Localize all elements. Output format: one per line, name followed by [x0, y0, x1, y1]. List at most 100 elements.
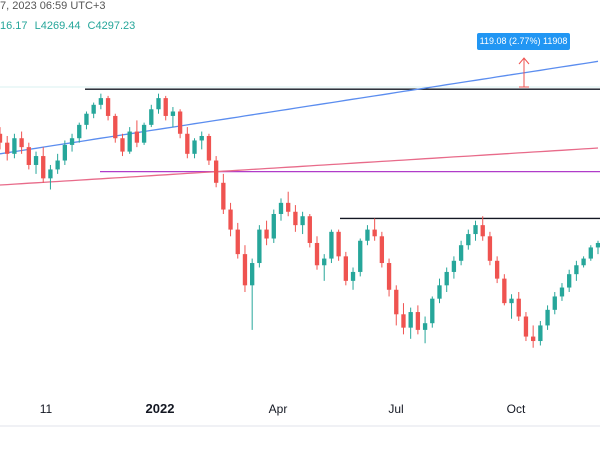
candle-body [41, 156, 46, 179]
candle-body [235, 229, 240, 255]
candle-body [5, 142, 10, 154]
candle-body [502, 278, 507, 304]
candle-body [408, 312, 413, 328]
candle-body [163, 98, 168, 116]
candle-body [77, 124, 82, 139]
candle-body [372, 229, 377, 237]
chart-header: 7, 2023 06:59 UTC+3 [0, 0, 106, 12]
x-tick-label: 11 [40, 402, 53, 416]
candle-body [156, 98, 161, 110]
candle-body [199, 136, 204, 141]
candle-body [509, 298, 514, 304]
candle-body [120, 138, 125, 152]
candle-body [322, 258, 327, 266]
candle-body [113, 115, 118, 139]
candle-body [242, 254, 248, 286]
candle-body [523, 316, 529, 337]
candle-body [26, 147, 31, 165]
candle-body [55, 160, 60, 170]
x-tick-label: 2022 [146, 401, 175, 416]
candle-body [84, 113, 89, 125]
candle-body [358, 240, 363, 272]
candle-body [545, 309, 550, 326]
ohlc-close: C4297.23 [87, 20, 136, 32]
ohlc-low: L4269.44 [34, 20, 81, 32]
candle-body [170, 111, 176, 116]
candle-body [567, 274, 572, 288]
x-axis-ticks: 11 2022 Apr Jul Oct [40, 401, 526, 416]
candle-body [430, 298, 435, 324]
candle-body [278, 202, 284, 214]
measure-label: 119.08 (2.77%) 11908 [477, 33, 570, 50]
candles [0, 93, 600, 348]
candle-body [379, 236, 385, 264]
measure-arrow [518, 57, 530, 88]
candle-body [394, 289, 399, 315]
slow-ma-line [0, 147, 599, 186]
x-tick-label: Jul [388, 402, 403, 416]
candle-body [98, 98, 104, 105]
candle-body [19, 138, 24, 148]
candle-body [257, 229, 262, 264]
candle-body [386, 263, 392, 290]
candle-body [574, 265, 579, 275]
candle-body [343, 256, 348, 281]
candle-body [300, 216, 305, 226]
level-lines [0, 86, 600, 220]
candle-body [336, 231, 341, 257]
candle-body [221, 182, 226, 210]
candle-body [581, 258, 586, 266]
candle-body [329, 231, 334, 259]
candle-body [127, 131, 132, 152]
candle-body [213, 160, 219, 183]
ohlc-high: 16.17 [0, 20, 28, 32]
candle-body [415, 312, 421, 330]
candle-body [293, 211, 298, 226]
candle-body [69, 138, 75, 145]
candle-body [0, 133, 3, 143]
candle-body [228, 209, 233, 230]
candle-body [530, 336, 536, 342]
candle-body [466, 234, 471, 246]
candle-body [62, 144, 68, 161]
candle-body [185, 133, 190, 154]
candle-body [559, 287, 565, 297]
candle-body [271, 214, 276, 239]
candle-body [250, 263, 255, 286]
candle-body [192, 140, 197, 154]
candle-body [480, 225, 485, 237]
candle-body [314, 242, 320, 266]
candle-body [365, 229, 370, 241]
candle-body [33, 156, 39, 165]
candle-body [458, 245, 464, 261]
candle-body [595, 242, 600, 248]
candle-body [307, 216, 312, 243]
candle-body [487, 236, 493, 261]
candle-body [141, 124, 147, 143]
candle-body [437, 285, 442, 299]
candle-body [48, 169, 53, 179]
candle-body [444, 271, 449, 286]
candle-body [149, 109, 154, 125]
candle-body [588, 247, 593, 259]
x-tick-label: Apr [269, 402, 288, 416]
candle-body [552, 296, 557, 310]
candle-body [206, 136, 212, 161]
candle-body [516, 298, 521, 317]
candle-body [134, 131, 140, 143]
candle-body [105, 98, 111, 116]
x-tick-label: Oct [507, 402, 526, 416]
candle-body [286, 202, 291, 212]
candle-body [177, 111, 183, 134]
candle-body [350, 271, 356, 281]
moving-averages [0, 60, 599, 186]
fast-ma-line [0, 60, 599, 155]
candle-body [422, 323, 428, 330]
candle-body [538, 325, 543, 342]
ohlc-readout: 16.17 L4269.44 C4297.23 [0, 20, 139, 32]
candle-body [473, 225, 478, 235]
candle-body [91, 104, 96, 114]
header-datetime: 7, 2023 06:59 UTC+3 [0, 0, 106, 12]
